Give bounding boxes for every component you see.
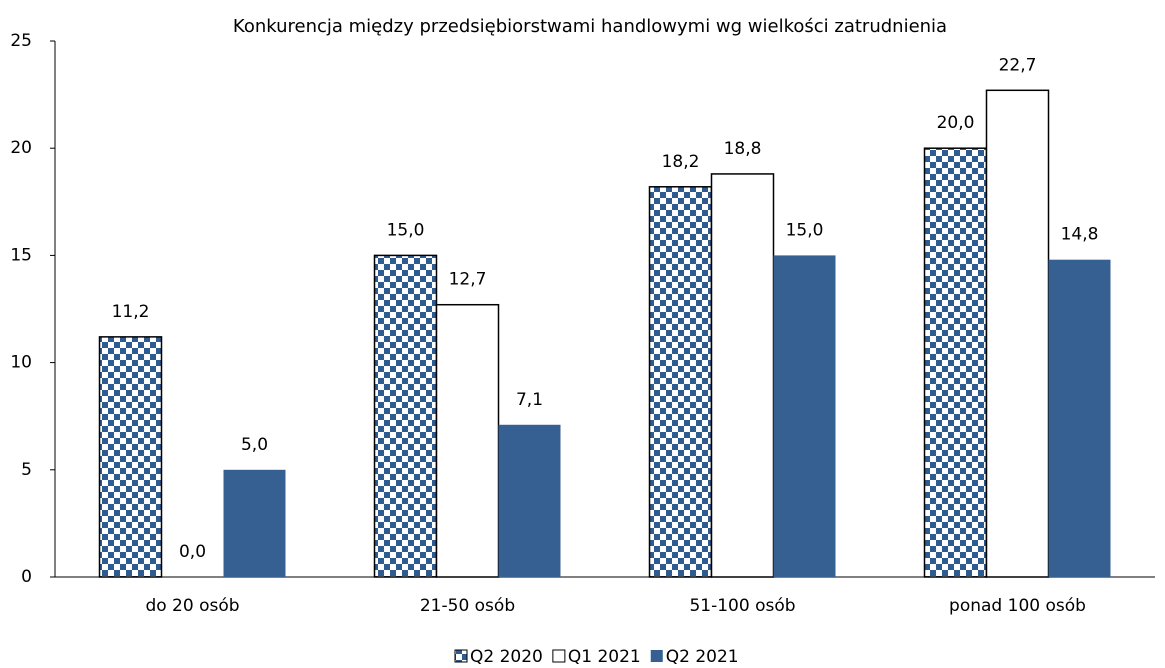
data-label: 0,0 — [179, 542, 206, 562]
legend-swatch — [454, 649, 468, 663]
y-tick-label: 0 — [21, 567, 32, 587]
data-label: 15,0 — [786, 220, 824, 240]
y-tick-label: 15 — [10, 245, 32, 265]
legend-label: Q2 2020 — [470, 647, 543, 667]
data-label: 20,0 — [937, 113, 975, 133]
bar — [773, 255, 836, 577]
legend-swatch — [650, 650, 663, 662]
x-tick-label: ponad 100 osób — [949, 596, 1086, 616]
data-label: 15,0 — [387, 220, 425, 240]
bar — [373, 254, 438, 578]
legend-label: Q2 2021 — [666, 647, 739, 667]
bar — [1048, 259, 1111, 577]
legend-label: Q1 2021 — [568, 647, 641, 667]
legend-swatch — [552, 649, 566, 663]
y-tick-label: 20 — [10, 138, 32, 158]
bar — [985, 89, 1050, 578]
data-label: 22,7 — [999, 55, 1037, 75]
data-label: 12,7 — [449, 270, 487, 290]
bar — [223, 469, 286, 577]
data-label: 5,0 — [241, 435, 268, 455]
bar — [710, 173, 775, 578]
data-label: 18,2 — [662, 152, 700, 172]
bar — [498, 424, 561, 577]
bar — [98, 336, 163, 578]
chart-title: Konkurencja między przedsiębiorstwami ha… — [233, 16, 947, 37]
y-tick-label: 10 — [10, 353, 32, 373]
y-tick-label: 5 — [21, 460, 32, 480]
x-tick-label: do 20 osób — [145, 596, 239, 616]
x-tick-label: 21-50 osób — [420, 596, 515, 616]
data-label: 7,1 — [516, 390, 543, 410]
x-tick-label: 51-100 osób — [689, 596, 795, 616]
bar — [648, 186, 713, 578]
data-label: 18,8 — [724, 139, 762, 159]
bar — [923, 147, 988, 578]
data-label: 11,2 — [112, 302, 150, 322]
y-tick-label: 25 — [10, 31, 32, 51]
data-label: 14,8 — [1061, 225, 1099, 245]
bar — [435, 303, 500, 578]
